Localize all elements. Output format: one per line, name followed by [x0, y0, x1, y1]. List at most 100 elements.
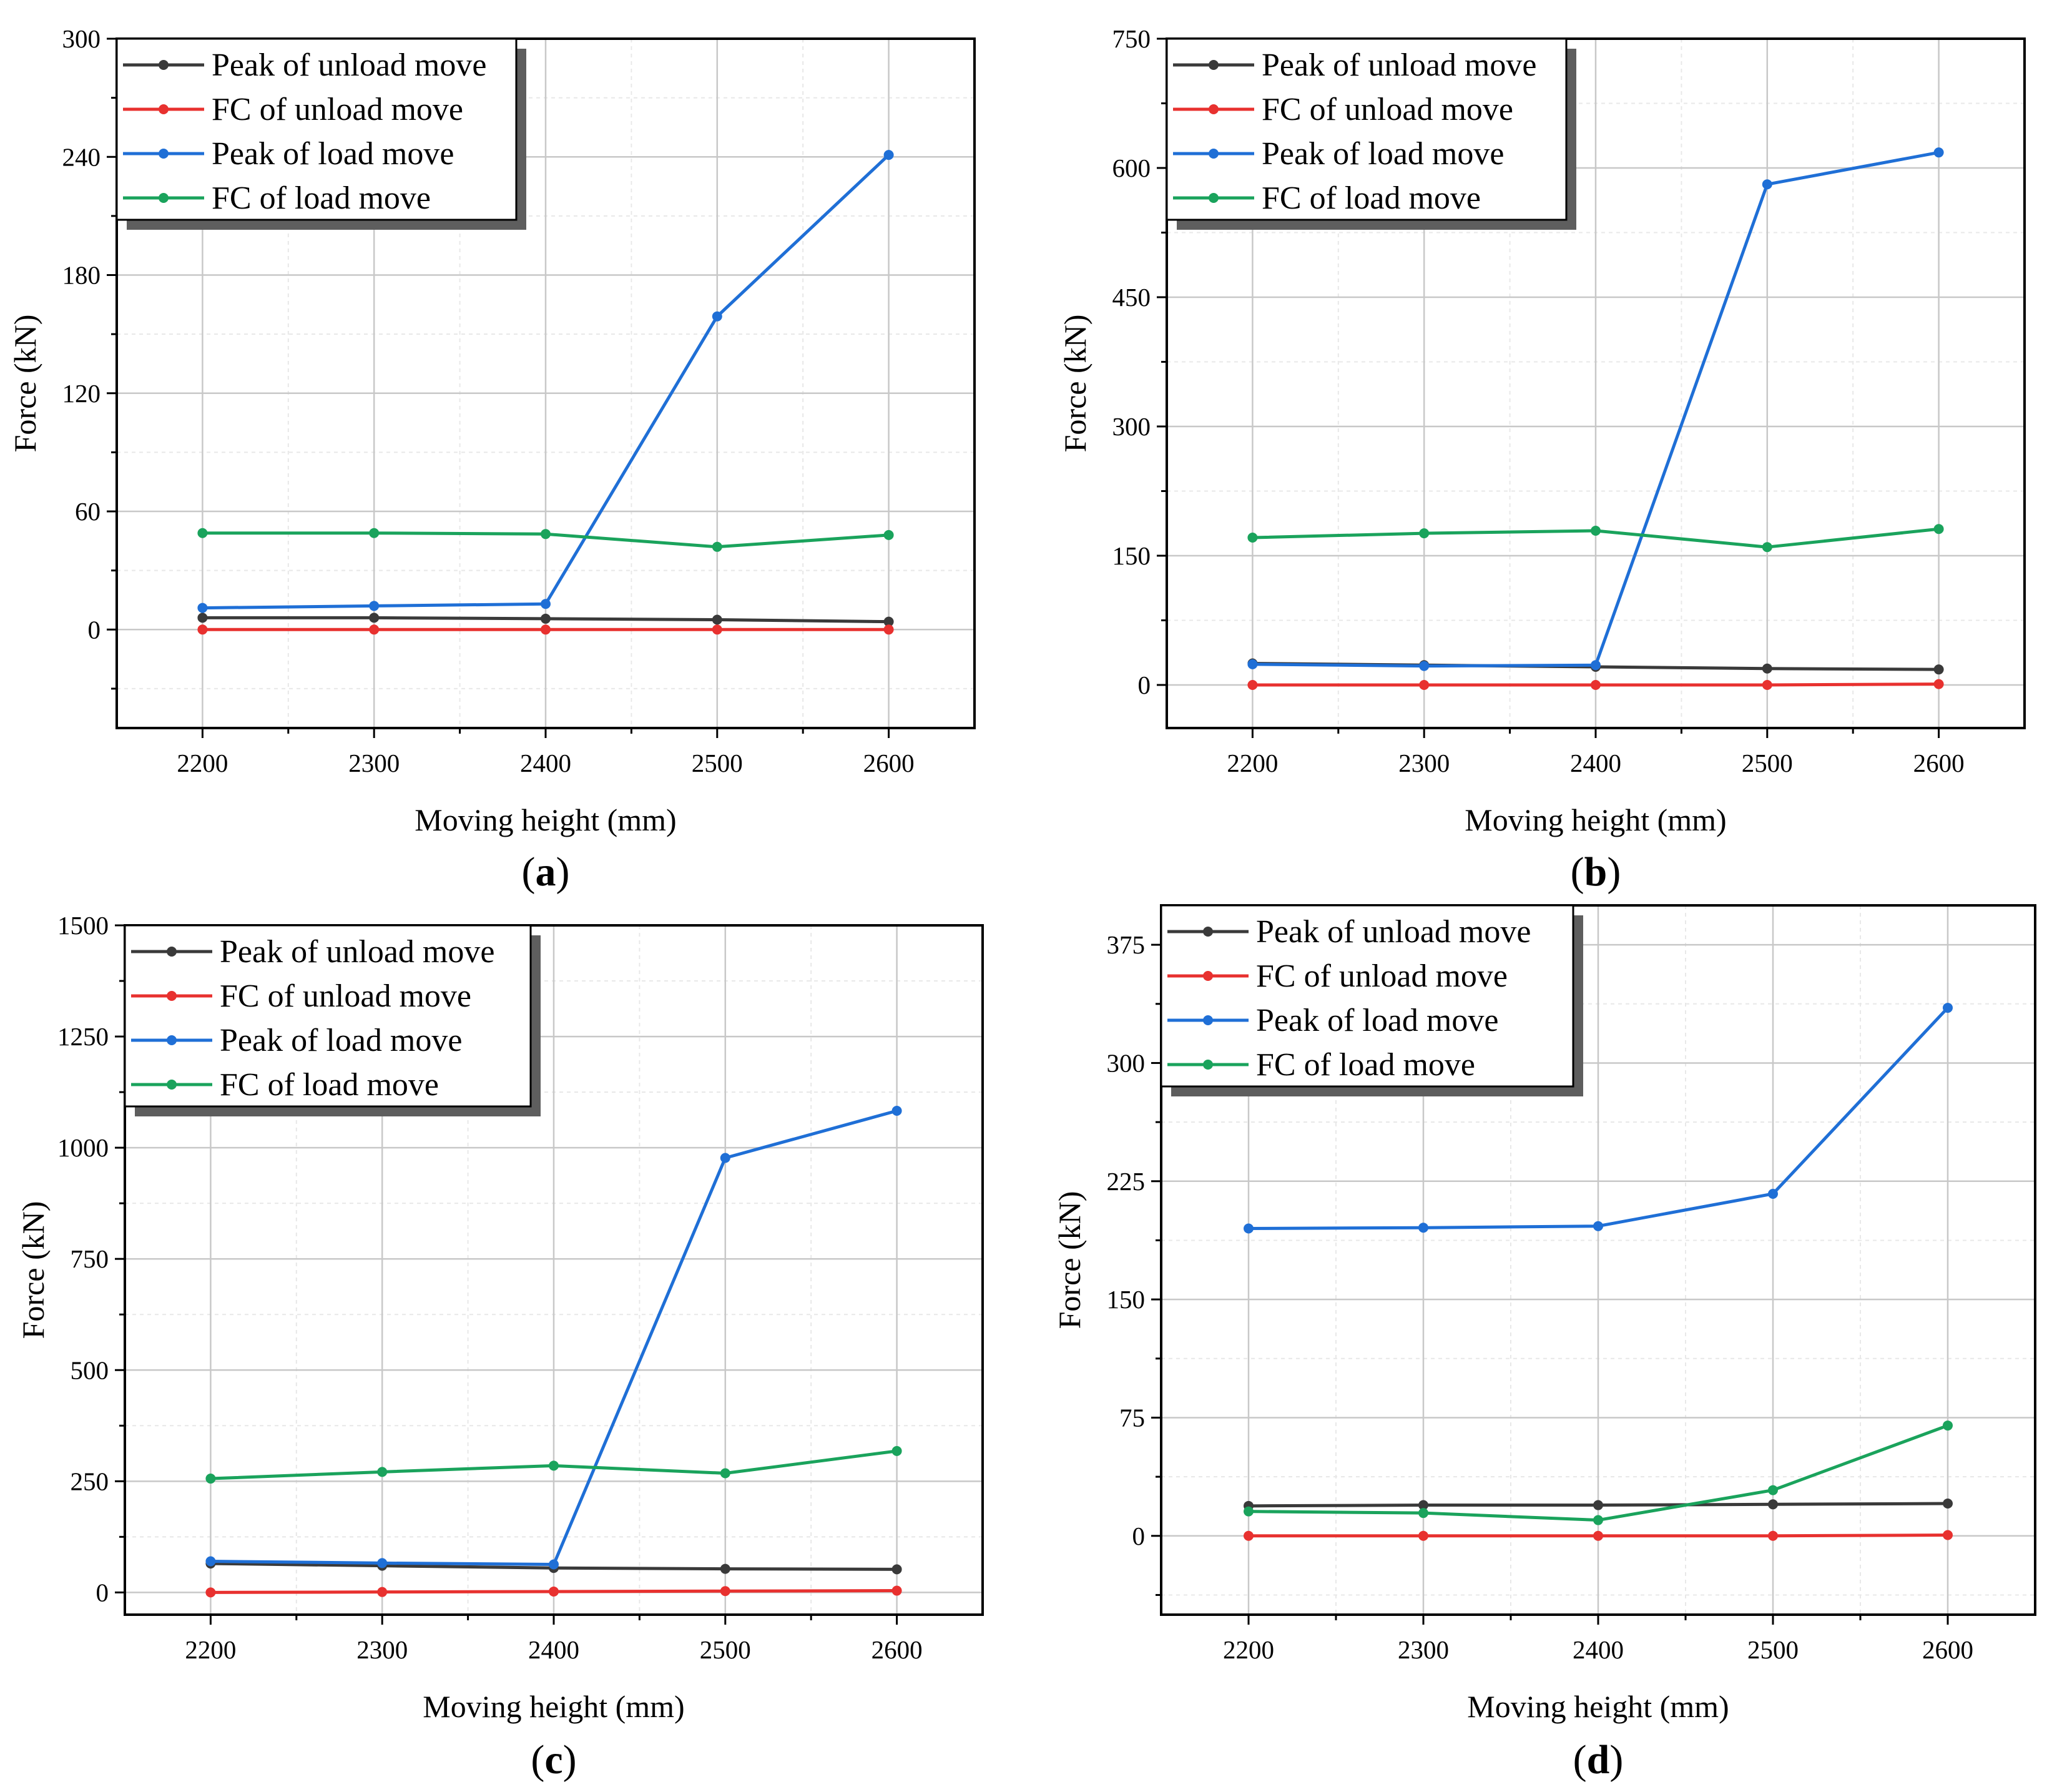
y-axis-label: Force (kN): [1058, 315, 1092, 453]
x-tick-label: 2200: [1223, 1635, 1274, 1664]
data-point: [1768, 1499, 1778, 1510]
data-point: [1768, 1188, 1778, 1199]
axis-frame: [1160, 904, 2036, 1616]
legend-label: Peak of load move: [1256, 1003, 1498, 1038]
x-tick-label: 2600: [1913, 749, 1965, 777]
x-tick-label: 2200: [177, 749, 228, 777]
legend-item: FC of unload move: [1167, 958, 1508, 994]
data-point: [549, 1559, 559, 1570]
legend-swatch-marker: [167, 991, 177, 1001]
series-peak-of-load-move: [1247, 147, 1944, 671]
x-tick-label: 2300: [348, 749, 400, 777]
chart-panel-b: 0 150 300 450 600 750 2200 2300 2400 2500 2600 Movi…: [1058, 24, 2026, 895]
legend-swatch-marker: [1203, 1015, 1213, 1025]
x-axis-label: Moving height (mm): [1467, 1689, 1729, 1724]
legend-swatch-marker: [1203, 971, 1213, 981]
y-tick-label: 750: [1112, 24, 1151, 53]
data-point: [1593, 1530, 1603, 1541]
legend-item: Peak of unload move: [1167, 914, 1531, 950]
data-point: [1593, 1500, 1603, 1510]
x-tick-label: 2500: [700, 1635, 751, 1664]
data-point: [377, 1587, 388, 1597]
legend-item: Peak of unload move: [123, 47, 486, 83]
data-point: [720, 1153, 730, 1163]
panel-label: (d): [1573, 1737, 1624, 1783]
data-point: [1418, 1530, 1428, 1541]
x-tick-label: 2200: [1227, 749, 1278, 777]
legend-item: FC of load move: [123, 180, 431, 216]
x-tick-label: 2500: [1747, 1635, 1799, 1664]
x-tick-label: 2400: [520, 749, 571, 777]
data-point: [541, 624, 551, 635]
legend-label: FC of unload move: [220, 978, 471, 1014]
legend-label: Peak of unload move: [1256, 914, 1531, 950]
data-point: [197, 624, 208, 635]
data-point: [1933, 147, 1944, 158]
x-tick-label: 2200: [185, 1635, 236, 1664]
legend: Peak of unload move FC of unload move Peak…: [115, 37, 526, 230]
data-point: [1768, 1485, 1778, 1495]
axis-frame: [1166, 37, 2026, 729]
data-point: [1591, 680, 1601, 690]
data-point: [883, 616, 894, 627]
series-peak-of-unload-move: [197, 613, 894, 627]
data-point: [891, 1585, 902, 1596]
legend-swatch-marker: [1209, 104, 1219, 114]
legend-box: [1166, 37, 1568, 221]
data-point: [712, 311, 722, 322]
legend-label: Peak of load move: [212, 136, 454, 172]
y-tick-label: 120: [62, 379, 101, 408]
series-peak-of-load-move: [197, 150, 894, 613]
data-point: [369, 601, 380, 611]
legend-item: FC of unload move: [123, 92, 463, 127]
data-point: [205, 1474, 216, 1484]
panel-label: (b): [1571, 849, 1621, 895]
y-tick-label: 240: [62, 142, 101, 171]
data-point: [720, 1586, 730, 1597]
legend-item: Peak of load move: [123, 136, 454, 172]
legend-swatch-marker: [159, 193, 169, 203]
data-point: [205, 1556, 216, 1567]
legend-swatch-marker: [167, 947, 177, 957]
legend-swatch-marker: [1209, 193, 1219, 203]
legend-item: Peak of load move: [131, 1023, 462, 1058]
y-tick-label: 1500: [57, 911, 109, 940]
data-point: [1943, 1003, 1953, 1013]
chart-panel-d: 0 75 150 225 300 375 2200 2300 2400 2500 2600 Movin…: [1052, 904, 2036, 1783]
data-point: [1933, 664, 1944, 675]
data-point: [1933, 679, 1944, 689]
x-axis-label: Moving height (mm): [423, 1689, 684, 1724]
data-point: [549, 1586, 559, 1597]
data-point: [712, 541, 722, 552]
legend-box: [124, 924, 532, 1108]
x-tick-label: 2400: [1570, 749, 1621, 777]
y-tick-label: 300: [62, 24, 101, 53]
series-fc-of-load-move: [1247, 524, 1944, 553]
data-point: [883, 624, 894, 635]
series-fc-of-unload-move: [197, 624, 894, 635]
legend-label: FC of unload move: [1262, 92, 1513, 127]
data-point: [1591, 525, 1601, 536]
y-tick-label: 250: [71, 1467, 109, 1495]
data-point: [1591, 660, 1601, 671]
legend-label: Peak of load move: [220, 1023, 462, 1058]
y-tick-label: 750: [71, 1244, 109, 1273]
y-axis-label: Force (kN): [16, 1201, 51, 1339]
panel-label: (a): [522, 849, 570, 895]
x-axis-label: Moving height (mm): [1465, 802, 1726, 837]
data-point: [1762, 542, 1772, 553]
y-tick-label: 60: [75, 497, 101, 526]
data-point: [197, 603, 208, 613]
y-tick-label: 600: [1112, 154, 1151, 182]
data-point: [1244, 1530, 1254, 1541]
data-point: [883, 150, 894, 160]
data-point: [1247, 659, 1258, 669]
data-point: [1244, 1223, 1254, 1234]
x-tick-label: 2600: [863, 749, 915, 777]
legend-label: Peak of load move: [1262, 136, 1504, 172]
y-tick-label: 0: [96, 1578, 109, 1607]
y-axis-label: Force (kN): [1052, 1191, 1087, 1329]
x-tick-label: 2500: [1742, 749, 1793, 777]
legend-label: Peak of unload move: [212, 47, 486, 83]
data-point: [720, 1563, 730, 1574]
